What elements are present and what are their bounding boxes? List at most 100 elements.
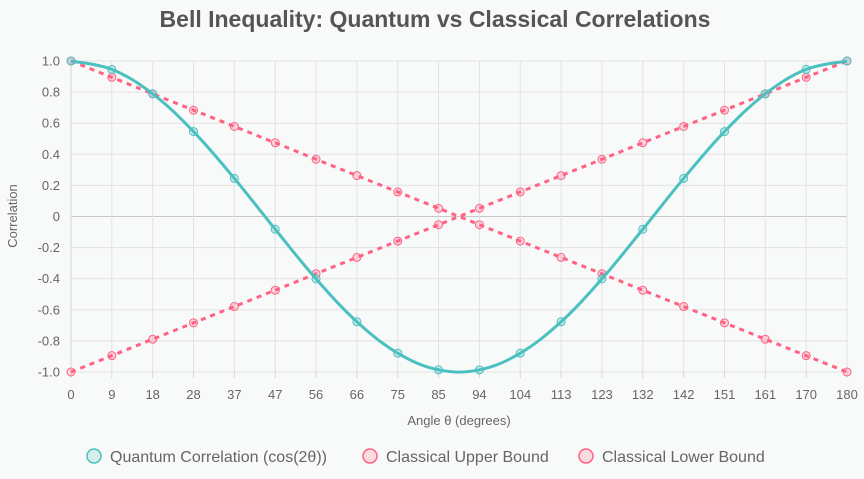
data-point[interactable] bbox=[352, 171, 362, 181]
data-point[interactable] bbox=[679, 173, 689, 183]
x-tick-label: 123 bbox=[591, 387, 613, 402]
x-tick-label: 9 bbox=[108, 387, 115, 402]
data-point[interactable] bbox=[556, 317, 566, 327]
data-point[interactable] bbox=[311, 274, 321, 284]
data-point[interactable] bbox=[679, 302, 689, 312]
data-point[interactable] bbox=[597, 274, 607, 284]
data-point[interactable] bbox=[556, 252, 566, 262]
y-tick-label: 0.6 bbox=[42, 116, 60, 131]
data-point[interactable] bbox=[842, 367, 852, 377]
x-tick-label: 18 bbox=[145, 387, 159, 402]
data-point[interactable] bbox=[801, 72, 811, 82]
data-point[interactable] bbox=[801, 64, 811, 74]
data-point[interactable] bbox=[107, 72, 117, 82]
data-point[interactable] bbox=[760, 89, 770, 99]
legend-item-lower[interactable]: Classical Lower Bound bbox=[578, 448, 765, 466]
data-point[interactable] bbox=[434, 220, 444, 230]
data-point[interactable] bbox=[352, 317, 362, 327]
data-point[interactable] bbox=[474, 203, 484, 213]
data-point[interactable] bbox=[801, 351, 811, 361]
data-point[interactable] bbox=[474, 220, 484, 230]
data-point[interactable] bbox=[556, 171, 566, 181]
data-point[interactable] bbox=[66, 56, 76, 66]
series-line bbox=[70, 59, 848, 374]
y-tick-label: 1.0 bbox=[42, 54, 60, 69]
y-tick-label: -0.2 bbox=[38, 240, 60, 255]
legend[interactable]: Quantum Correlation (cos(2θ)) Classical … bbox=[86, 448, 765, 466]
series-line bbox=[70, 59, 848, 374]
legend-marker-lower bbox=[578, 448, 594, 464]
series-line bbox=[70, 59, 848, 374]
legend-label-lower: Classical Lower Bound bbox=[602, 449, 765, 466]
y-tick-label: 0 bbox=[53, 209, 60, 224]
data-point[interactable] bbox=[189, 318, 199, 328]
series-2 bbox=[66, 56, 852, 377]
x-tick-label: 142 bbox=[673, 387, 695, 402]
x-tick-label: 56 bbox=[309, 387, 323, 402]
data-point[interactable] bbox=[107, 64, 117, 74]
data-point[interactable] bbox=[189, 127, 199, 137]
data-point[interactable] bbox=[393, 236, 403, 246]
x-tick-label: 94 bbox=[472, 387, 486, 402]
x-tick-label: 113 bbox=[551, 387, 572, 402]
x-axis-title: Angle θ (degrees) bbox=[407, 413, 510, 428]
legend-item-quantum[interactable]: Quantum Correlation (cos(2θ)) bbox=[86, 448, 327, 466]
data-point[interactable] bbox=[515, 348, 525, 358]
series-layer bbox=[66, 56, 852, 377]
data-point[interactable] bbox=[638, 224, 648, 234]
data-point[interactable] bbox=[270, 224, 280, 234]
x-tick-label: 180 bbox=[836, 387, 858, 402]
data-point[interactable] bbox=[393, 348, 403, 358]
legend-item-upper[interactable]: Classical Upper Bound bbox=[362, 448, 549, 466]
data-point[interactable] bbox=[679, 121, 689, 131]
y-tick-label: -0.6 bbox=[38, 302, 60, 317]
x-tick-label: 0 bbox=[67, 387, 74, 402]
y-tick-label: 0.2 bbox=[42, 178, 60, 193]
grid bbox=[70, 60, 848, 378]
legend-label-upper: Classical Upper Bound bbox=[386, 449, 549, 466]
data-point[interactable] bbox=[229, 121, 239, 131]
data-point[interactable] bbox=[719, 127, 729, 137]
data-point[interactable] bbox=[638, 138, 648, 148]
data-point[interactable] bbox=[842, 56, 852, 66]
x-tick-label: 132 bbox=[632, 387, 654, 402]
data-point[interactable] bbox=[229, 173, 239, 183]
legend-label-quantum: Quantum Correlation (cos(2θ)) bbox=[110, 449, 327, 466]
data-point[interactable] bbox=[434, 365, 444, 375]
data-point[interactable] bbox=[148, 334, 158, 344]
x-tick-label: 66 bbox=[350, 387, 364, 402]
x-tick-label: 104 bbox=[509, 387, 531, 402]
data-point[interactable] bbox=[270, 285, 280, 295]
data-point[interactable] bbox=[434, 203, 444, 213]
data-point[interactable] bbox=[311, 154, 321, 164]
data-point[interactable] bbox=[393, 187, 403, 197]
data-point[interactable] bbox=[66, 367, 76, 377]
x-tick-label: 28 bbox=[186, 387, 200, 402]
data-point[interactable] bbox=[107, 351, 117, 361]
x-tick-label: 85 bbox=[431, 387, 445, 402]
data-point[interactable] bbox=[597, 154, 607, 164]
legend-marker-quantum bbox=[86, 448, 102, 464]
data-point[interactable] bbox=[719, 105, 729, 115]
x-tick-label: 47 bbox=[268, 387, 282, 402]
data-point[interactable] bbox=[189, 105, 199, 115]
data-point[interactable] bbox=[474, 365, 484, 375]
data-point[interactable] bbox=[270, 138, 280, 148]
data-point[interactable] bbox=[515, 187, 525, 197]
x-tick-label: 75 bbox=[391, 387, 405, 402]
chart-title: Bell Inequality: Quantum vs Classical Co… bbox=[160, 6, 711, 32]
x-axis-ticks: 0 9 18 28 37 47 56 66 75 85 94 104 113 123 132 142 151 16… bbox=[67, 387, 857, 402]
data-point[interactable] bbox=[719, 318, 729, 328]
data-point[interactable] bbox=[638, 285, 648, 295]
x-tick-label: 161 bbox=[754, 387, 776, 402]
y-tick-label: 0.4 bbox=[42, 147, 60, 162]
y-axis-title: Correlation bbox=[5, 184, 20, 248]
x-tick-label: 170 bbox=[795, 387, 817, 402]
data-point[interactable] bbox=[229, 302, 239, 312]
data-point[interactable] bbox=[760, 334, 770, 344]
y-axis-ticks: 1.0 0.8 0.6 0.4 0.2 0 -0.2 -0.4 -0.6 -0.8 -1.0 bbox=[38, 54, 60, 380]
data-point[interactable] bbox=[515, 236, 525, 246]
data-point[interactable] bbox=[352, 252, 362, 262]
data-point[interactable] bbox=[148, 89, 158, 99]
